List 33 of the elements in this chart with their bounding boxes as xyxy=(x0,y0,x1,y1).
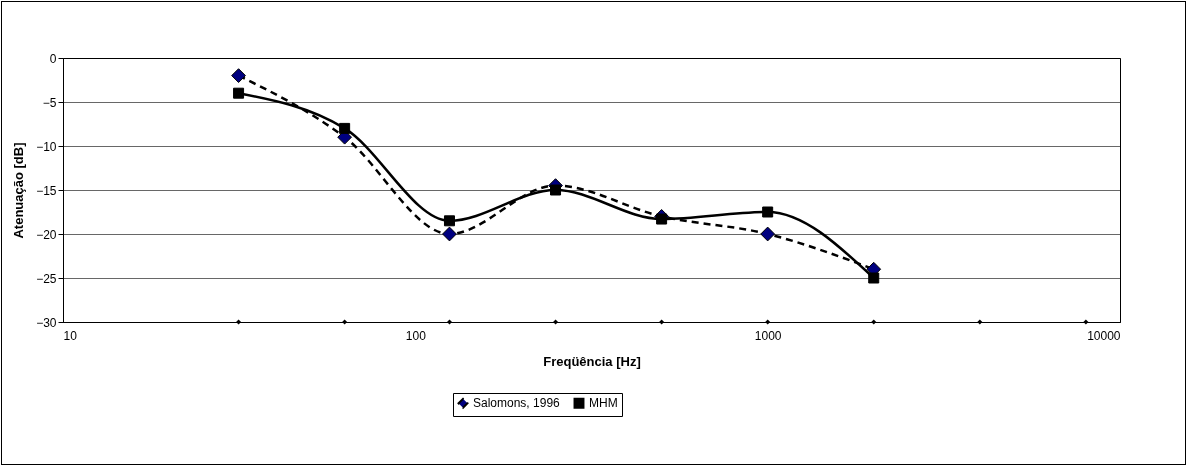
x-axis-title: Freqüência [Hz] xyxy=(543,353,641,369)
y-tick-label: −30 xyxy=(36,315,57,330)
point xyxy=(236,319,242,325)
y-axis-title: Atenuação [dB] xyxy=(11,142,27,239)
point xyxy=(553,319,559,325)
y-tick-label: −5 xyxy=(42,95,57,110)
y-tick-label: −25 xyxy=(36,271,57,286)
point xyxy=(977,319,983,325)
legend-label: Salomons, 1996 xyxy=(473,396,561,411)
x-tick-label: 1000 xyxy=(754,328,782,343)
y-tick-label: −15 xyxy=(36,183,57,198)
point xyxy=(442,226,457,242)
x-tick-label: 100 xyxy=(405,328,427,343)
point xyxy=(446,319,452,325)
point xyxy=(760,226,776,242)
legend-label: MHM xyxy=(589,396,618,411)
point xyxy=(868,272,880,284)
point xyxy=(233,87,245,99)
y-tick-label: −20 xyxy=(36,227,57,242)
point xyxy=(550,184,562,196)
point xyxy=(342,319,348,325)
point xyxy=(762,206,774,218)
point xyxy=(656,213,668,225)
point xyxy=(339,122,351,134)
point xyxy=(871,319,877,325)
x-tick-label: 10 xyxy=(63,328,78,343)
point xyxy=(659,319,665,325)
point xyxy=(1083,319,1089,325)
x-tick-label: 10000 xyxy=(1087,328,1121,343)
y-tick-label: 0 xyxy=(49,51,57,66)
point xyxy=(443,215,455,227)
point xyxy=(231,68,246,83)
y-tick-label: −10 xyxy=(36,139,57,154)
